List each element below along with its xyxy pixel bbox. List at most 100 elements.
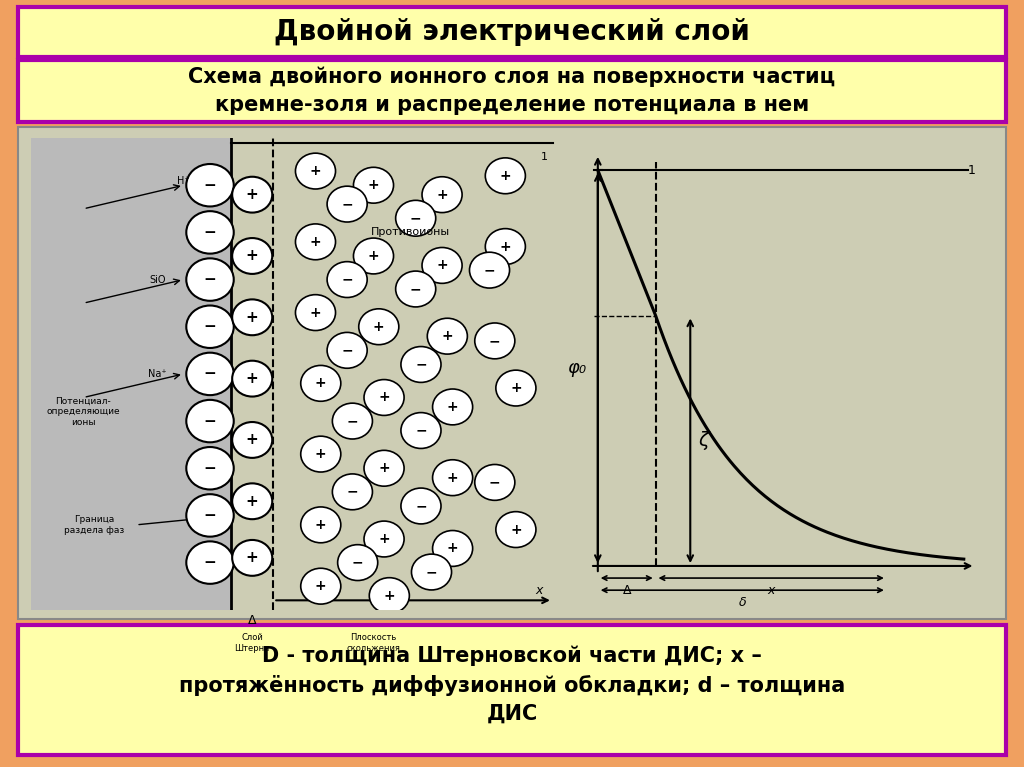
- Circle shape: [186, 258, 233, 301]
- Text: SiO: SiO: [150, 275, 166, 285]
- Circle shape: [301, 568, 341, 604]
- Text: x: x: [767, 584, 775, 597]
- Circle shape: [432, 531, 473, 566]
- Text: 1: 1: [968, 163, 976, 176]
- Text: +: +: [315, 377, 327, 390]
- Circle shape: [327, 186, 368, 222]
- Circle shape: [186, 211, 233, 254]
- Text: +: +: [510, 381, 521, 395]
- Text: +: +: [246, 494, 259, 509]
- Circle shape: [427, 318, 467, 354]
- Circle shape: [485, 158, 525, 194]
- Text: +: +: [500, 169, 511, 183]
- Text: +: +: [315, 447, 327, 461]
- Text: +: +: [309, 235, 322, 249]
- Text: Потенциал-
определяющие
ионы: Потенциал- определяющие ионы: [47, 397, 120, 426]
- Circle shape: [422, 248, 462, 283]
- Text: +: +: [510, 522, 521, 537]
- Circle shape: [475, 323, 515, 359]
- Text: +: +: [436, 258, 447, 272]
- Circle shape: [496, 370, 536, 406]
- Text: +: +: [309, 164, 322, 178]
- Text: Граница
раздела фаз: Граница раздела фаз: [63, 515, 124, 535]
- Circle shape: [301, 507, 341, 543]
- Circle shape: [338, 545, 378, 581]
- Circle shape: [364, 450, 404, 486]
- Circle shape: [301, 365, 341, 401]
- Text: +: +: [246, 371, 259, 386]
- Text: ζ: ζ: [698, 431, 709, 450]
- Circle shape: [353, 167, 393, 203]
- Text: −: −: [204, 413, 216, 429]
- Circle shape: [401, 488, 441, 524]
- Text: Схема двойного ионного слоя на поверхности частиц
кремне-золя и распределение по: Схема двойного ионного слоя на поверхнос…: [188, 67, 836, 115]
- Text: φ₀: φ₀: [567, 359, 587, 377]
- Text: +: +: [446, 471, 459, 485]
- Circle shape: [232, 483, 272, 519]
- Circle shape: [186, 164, 233, 206]
- FancyBboxPatch shape: [18, 7, 1006, 57]
- Circle shape: [395, 271, 436, 307]
- Text: −: −: [204, 178, 216, 193]
- Text: −: −: [204, 367, 216, 381]
- Text: +: +: [441, 329, 454, 343]
- Text: −: −: [204, 319, 216, 334]
- Text: −: −: [489, 334, 501, 348]
- Circle shape: [401, 347, 441, 383]
- Text: +: +: [500, 239, 511, 254]
- Text: −: −: [489, 476, 501, 489]
- Text: H⁺: H⁺: [177, 176, 190, 186]
- Text: −: −: [204, 508, 216, 523]
- Circle shape: [327, 332, 368, 368]
- Circle shape: [395, 200, 436, 236]
- Text: Δ: Δ: [248, 614, 256, 627]
- Text: +: +: [446, 542, 459, 555]
- Text: +: +: [368, 178, 379, 193]
- Circle shape: [327, 262, 368, 298]
- Circle shape: [232, 422, 272, 458]
- Text: D - толщина Штерновской части ДИС; х –
протяжённость диффузионной обкладки; d – : D - толщина Штерновской части ДИС; х – п…: [179, 646, 845, 724]
- Text: +: +: [315, 579, 327, 593]
- Circle shape: [422, 176, 462, 212]
- Text: −: −: [410, 282, 422, 296]
- Circle shape: [186, 305, 233, 348]
- Circle shape: [232, 299, 272, 335]
- Text: +: +: [378, 461, 390, 476]
- Text: −: −: [341, 272, 353, 287]
- Circle shape: [296, 295, 336, 331]
- FancyBboxPatch shape: [231, 138, 273, 610]
- Text: −: −: [346, 414, 358, 428]
- Text: +: +: [384, 588, 395, 603]
- Circle shape: [485, 229, 525, 265]
- Circle shape: [186, 494, 233, 537]
- Text: +: +: [246, 187, 259, 202]
- Text: +: +: [378, 390, 390, 404]
- Text: −: −: [483, 263, 496, 277]
- Text: +: +: [373, 320, 385, 334]
- Circle shape: [353, 238, 393, 274]
- Text: −: −: [346, 485, 358, 499]
- Text: Na⁺: Na⁺: [148, 369, 167, 379]
- Circle shape: [301, 436, 341, 472]
- Text: +: +: [309, 305, 322, 320]
- Text: Плоскость
скольжения: Плоскость скольжения: [346, 634, 400, 653]
- Circle shape: [333, 474, 373, 510]
- Text: −: −: [410, 211, 422, 225]
- Circle shape: [469, 252, 510, 288]
- Text: −: −: [426, 565, 437, 579]
- Text: +: +: [446, 400, 459, 414]
- Text: δ: δ: [738, 596, 746, 609]
- Circle shape: [358, 309, 398, 344]
- Text: −: −: [204, 272, 216, 287]
- Text: +: +: [378, 532, 390, 546]
- Text: +: +: [246, 249, 259, 264]
- FancyBboxPatch shape: [31, 138, 231, 610]
- Text: −: −: [415, 357, 427, 371]
- Circle shape: [186, 447, 233, 489]
- Circle shape: [232, 238, 272, 274]
- Circle shape: [186, 353, 233, 395]
- Text: −: −: [415, 423, 427, 437]
- Circle shape: [432, 389, 473, 425]
- Text: +: +: [246, 310, 259, 324]
- Circle shape: [232, 540, 272, 576]
